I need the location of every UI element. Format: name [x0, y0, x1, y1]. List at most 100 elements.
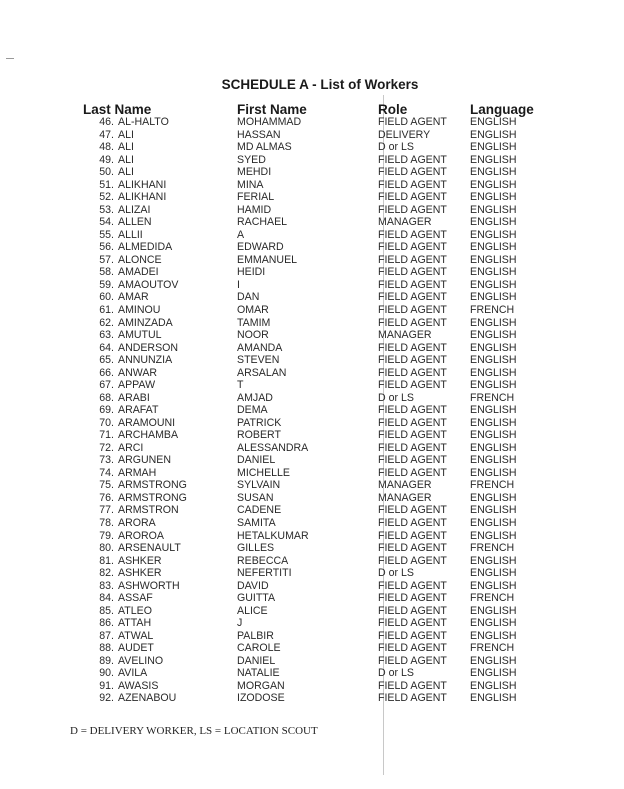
language: ENGLISH — [470, 567, 517, 580]
language: ENGLISH — [470, 166, 517, 179]
language: ENGLISH — [470, 266, 517, 279]
last-name: ASHKER — [118, 554, 162, 567]
table-row: 50. ALI MEHDI FIELD AGENT ENGLISH — [0, 166, 624, 179]
language: ENGLISH — [470, 692, 517, 705]
role: DELIVERY — [378, 128, 431, 141]
first-name: MD ALMAS — [237, 141, 292, 154]
role: FIELD AGENT — [378, 542, 447, 555]
row-number: 51. — [99, 178, 114, 191]
language: ENGLISH — [470, 554, 517, 567]
table-row: 61. AMINOU OMAR FIELD AGENT FRENCH — [0, 304, 624, 317]
role: FIELD AGENT — [378, 316, 447, 329]
row-number: 75. — [99, 479, 114, 492]
language: ENGLISH — [470, 291, 517, 304]
role: FIELD AGENT — [378, 604, 447, 617]
language: ENGLISH — [470, 504, 517, 517]
last-name: ALI — [118, 153, 134, 166]
last-name: ALIKHANI — [118, 178, 167, 191]
first-name: HAMID — [237, 203, 272, 216]
first-name: PALBIR — [237, 629, 274, 642]
last-name: ALMEDIDA — [118, 241, 173, 254]
language: ENGLISH — [470, 341, 517, 354]
last-name: ALLII — [118, 228, 143, 241]
last-name: ANNUNZIA — [118, 354, 173, 367]
language: ENGLISH — [470, 629, 517, 642]
first-name: SYED — [237, 153, 266, 166]
first-name: DEMA — [237, 404, 268, 417]
table-row: 62. AMINZADA TAMIM FIELD AGENT ENGLISH — [0, 317, 624, 330]
table-row: 48. ALI MD ALMAS D or LS ENGLISH — [0, 141, 624, 154]
last-name: ARSENAULT — [118, 542, 181, 555]
row-number: 83. — [99, 579, 114, 592]
role: FIELD AGENT — [378, 529, 447, 542]
first-name: SUSAN — [237, 491, 274, 504]
table-row: 56. ALMEDIDA EDWARD FIELD AGENT ENGLISH — [0, 241, 624, 254]
language: FRENCH — [470, 542, 515, 555]
last-name: ARGUNEN — [118, 454, 171, 467]
role: FIELD AGENT — [378, 303, 447, 316]
language: ENGLISH — [470, 128, 517, 141]
first-name: DAVID — [237, 579, 269, 592]
first-name: GILLES — [237, 542, 275, 555]
table-row: 75. ARMSTRONG SYLVAIN MANAGER FRENCH — [0, 479, 624, 492]
role: FIELD AGENT — [378, 504, 447, 517]
workers-table: 46. AL-HALTO MOHAMMAD FIELD AGENT ENGLISH 47.… — [0, 116, 624, 705]
language: ENGLISH — [470, 529, 517, 542]
first-name: FERIAL — [237, 191, 275, 204]
language: ENGLISH — [470, 329, 517, 342]
last-name: ASHWORTH — [118, 579, 180, 592]
language: ENGLISH — [470, 203, 517, 216]
table-row: 79. AROROA HETALKUMAR FIELD AGENT ENGLISH — [0, 530, 624, 543]
last-name: AVILA — [118, 667, 148, 680]
table-row: 54. ALLEN RACHAEL MANAGER ENGLISH — [0, 216, 624, 229]
table-row: 77. ARMSTRON CADENE FIELD AGENT ENGLISH — [0, 504, 624, 517]
table-row: 87. ATWAL PALBIR FIELD AGENT ENGLISH — [0, 630, 624, 643]
table-row: 81. ASHKER REBECCA FIELD AGENT ENGLISH — [0, 555, 624, 568]
last-name: AROROA — [118, 529, 164, 542]
table-row: 46. AL-HALTO MOHAMMAD FIELD AGENT ENGLISH — [0, 116, 624, 129]
language: ENGLISH — [470, 491, 517, 504]
last-name: ASHKER — [118, 567, 162, 580]
table-row: 67. APPAW T FIELD AGENT ENGLISH — [0, 379, 624, 392]
table-row: 51. ALIKHANI MINA FIELD AGENT ENGLISH — [0, 179, 624, 192]
first-name: HASSAN — [237, 128, 281, 141]
role: D or LS — [378, 567, 414, 580]
first-name: DANIEL — [237, 454, 276, 467]
table-row: 85. ATLEO ALICE FIELD AGENT ENGLISH — [0, 605, 624, 618]
first-name: TAMIM — [237, 316, 271, 329]
language: FRENCH — [470, 592, 515, 605]
language: ENGLISH — [470, 466, 517, 479]
language: ENGLISH — [470, 278, 517, 291]
table-row: 91. AWASIS MORGAN FIELD AGENT ENGLISH — [0, 680, 624, 693]
header-language: Language — [470, 102, 534, 117]
last-name: ARMSTRONG — [118, 479, 187, 492]
header-last-name: Last Name — [83, 102, 152, 117]
role: MANAGER — [378, 479, 432, 492]
table-row: 49. ALI SYED FIELD AGENT ENGLISH — [0, 154, 624, 167]
table-row: 65. ANNUNZIA STEVEN FIELD AGENT ENGLISH — [0, 354, 624, 367]
row-number: 56. — [99, 241, 114, 254]
last-name: ALLEN — [118, 216, 152, 229]
table-row: 73. ARGUNEN DANIEL FIELD AGENT ENGLISH — [0, 454, 624, 467]
language: FRENCH — [470, 303, 515, 316]
language: ENGLISH — [470, 228, 517, 241]
first-name: HEIDI — [237, 266, 266, 279]
table-row: 66. ANWAR ARSALAN FIELD AGENT ENGLISH — [0, 367, 624, 380]
first-name: OMAR — [237, 303, 269, 316]
role: MANAGER — [378, 216, 432, 229]
first-name: RACHAEL — [237, 216, 288, 229]
last-name: ARAMOUNI — [118, 416, 176, 429]
table-row: 82. ASHKER NEFERTITI D or LS ENGLISH — [0, 567, 624, 580]
table-row: 47. ALI HASSAN DELIVERY ENGLISH — [0, 129, 624, 142]
role: FIELD AGENT — [378, 253, 447, 266]
last-name: AMAR — [118, 291, 149, 304]
last-name: AZENABOU — [118, 692, 177, 705]
row-number: 82. — [99, 567, 114, 580]
role: FIELD AGENT — [378, 692, 447, 705]
first-name: EMMANUEL — [237, 253, 298, 266]
table-row: 86. ATTAH J FIELD AGENT ENGLISH — [0, 617, 624, 630]
last-name: APPAW — [118, 379, 156, 392]
last-name: ATWAL — [118, 629, 154, 642]
row-number: 63. — [99, 329, 114, 342]
header-first-name: First Name — [237, 102, 307, 117]
